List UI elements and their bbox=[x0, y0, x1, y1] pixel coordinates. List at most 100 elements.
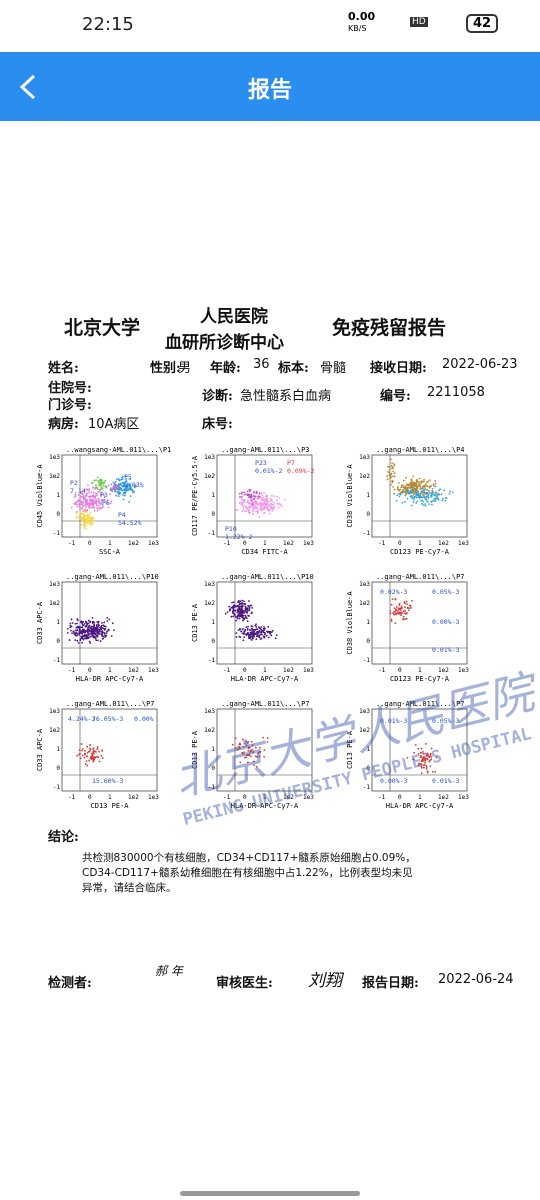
cell-dot bbox=[112, 486, 115, 489]
cell-dot bbox=[258, 492, 261, 495]
cell-dot bbox=[89, 626, 91, 629]
cell-dot bbox=[419, 485, 421, 488]
cell-dot bbox=[77, 519, 80, 522]
cell-dot bbox=[248, 512, 251, 514]
cell-dot bbox=[96, 509, 99, 512]
cell-dot bbox=[91, 627, 94, 630]
cell-dot bbox=[423, 766, 425, 769]
cell-dot bbox=[81, 622, 84, 625]
cell-dot bbox=[240, 602, 243, 605]
cell-dot bbox=[100, 486, 103, 488]
cell-dot bbox=[80, 501, 83, 504]
cell-dot bbox=[124, 475, 127, 478]
cell-dot bbox=[434, 482, 437, 485]
cell-dot bbox=[408, 483, 411, 486]
cell-dot bbox=[406, 603, 409, 606]
cell-dot bbox=[236, 609, 239, 611]
cell-dot bbox=[92, 748, 94, 751]
cell-dot bbox=[259, 503, 262, 506]
cell-dot bbox=[247, 749, 250, 752]
cell-dot bbox=[114, 480, 117, 483]
cell-dot bbox=[75, 629, 78, 632]
cell-dot bbox=[249, 633, 252, 636]
cell-dot bbox=[86, 637, 89, 639]
cell-dot bbox=[252, 631, 255, 633]
cell-dot bbox=[82, 516, 84, 519]
cell-dot bbox=[245, 634, 248, 637]
cell-dot bbox=[94, 636, 97, 639]
cell-dot bbox=[228, 605, 231, 608]
cell-dot bbox=[408, 486, 411, 489]
cell-dot bbox=[240, 606, 243, 609]
cell-dot bbox=[266, 631, 269, 634]
cell-dot bbox=[76, 505, 79, 508]
cell-dot bbox=[99, 482, 102, 485]
cell-dot bbox=[78, 632, 81, 635]
cell-dot bbox=[423, 484, 426, 487]
cell-dot bbox=[412, 484, 415, 487]
cell-dot bbox=[273, 507, 275, 510]
cell-dot bbox=[243, 602, 246, 605]
cell-dot bbox=[392, 467, 394, 470]
cell-dot bbox=[103, 494, 105, 497]
cell-dot bbox=[398, 602, 401, 605]
cell-dot bbox=[241, 751, 244, 754]
cell-dot bbox=[413, 487, 416, 490]
cell-dot bbox=[86, 634, 89, 637]
cell-dot bbox=[430, 495, 433, 498]
cell-dot bbox=[88, 507, 91, 509]
cell-dot bbox=[406, 612, 408, 614]
cell-dot bbox=[86, 514, 89, 516]
cell-dot bbox=[414, 488, 417, 490]
cell-dot bbox=[422, 759, 425, 762]
cell-dot bbox=[94, 497, 97, 500]
home-indicator bbox=[180, 1191, 360, 1196]
cell-dot bbox=[271, 506, 274, 509]
cell-dot bbox=[81, 623, 84, 626]
cell-dot bbox=[428, 503, 430, 506]
cell-dot bbox=[96, 627, 99, 629]
cell-dot bbox=[411, 491, 414, 494]
cell-dot bbox=[246, 607, 249, 610]
cell-dot bbox=[413, 482, 415, 484]
cell-dot bbox=[118, 479, 121, 482]
cell-dot bbox=[407, 486, 409, 489]
cell-dot bbox=[93, 758, 95, 761]
cell-dot bbox=[100, 628, 103, 631]
cell-dot bbox=[419, 481, 422, 484]
back-button[interactable] bbox=[18, 74, 38, 100]
cell-dot bbox=[100, 491, 103, 494]
plot-frame bbox=[61, 708, 158, 792]
cell-dot bbox=[90, 629, 93, 632]
cell-dot bbox=[78, 753, 80, 756]
cell-dot bbox=[96, 748, 99, 751]
cell-dot bbox=[261, 502, 263, 505]
x-tick-label: -1 bbox=[223, 794, 231, 801]
field-label: 接收日期: bbox=[370, 361, 427, 376]
cell-dot bbox=[248, 635, 250, 638]
cell-dot bbox=[85, 509, 88, 512]
cell-dot bbox=[259, 508, 262, 511]
cell-dot bbox=[75, 503, 77, 506]
field-value: 2211058 bbox=[427, 385, 485, 400]
x-tick-label: 1 bbox=[263, 667, 267, 674]
cell-dot bbox=[81, 621, 84, 624]
cell-dot bbox=[125, 486, 128, 488]
cell-dot bbox=[245, 607, 248, 610]
cell-dot bbox=[426, 770, 429, 773]
cell-dot bbox=[242, 745, 245, 748]
cell-dot bbox=[419, 488, 422, 490]
cell-dot bbox=[250, 632, 253, 635]
hospital: 血研所诊断中心 bbox=[165, 333, 284, 353]
cell-dot bbox=[117, 491, 120, 494]
cell-dot bbox=[408, 604, 411, 607]
cell-dot bbox=[77, 494, 80, 496]
cell-dot bbox=[263, 626, 265, 628]
cell-dot bbox=[101, 622, 103, 624]
cell-dot bbox=[251, 499, 254, 502]
cell-dot bbox=[101, 631, 104, 634]
cell-dot bbox=[238, 635, 241, 638]
cell-dot bbox=[90, 491, 93, 494]
field-label: 性别: bbox=[150, 361, 181, 376]
cell-dot bbox=[437, 493, 439, 496]
